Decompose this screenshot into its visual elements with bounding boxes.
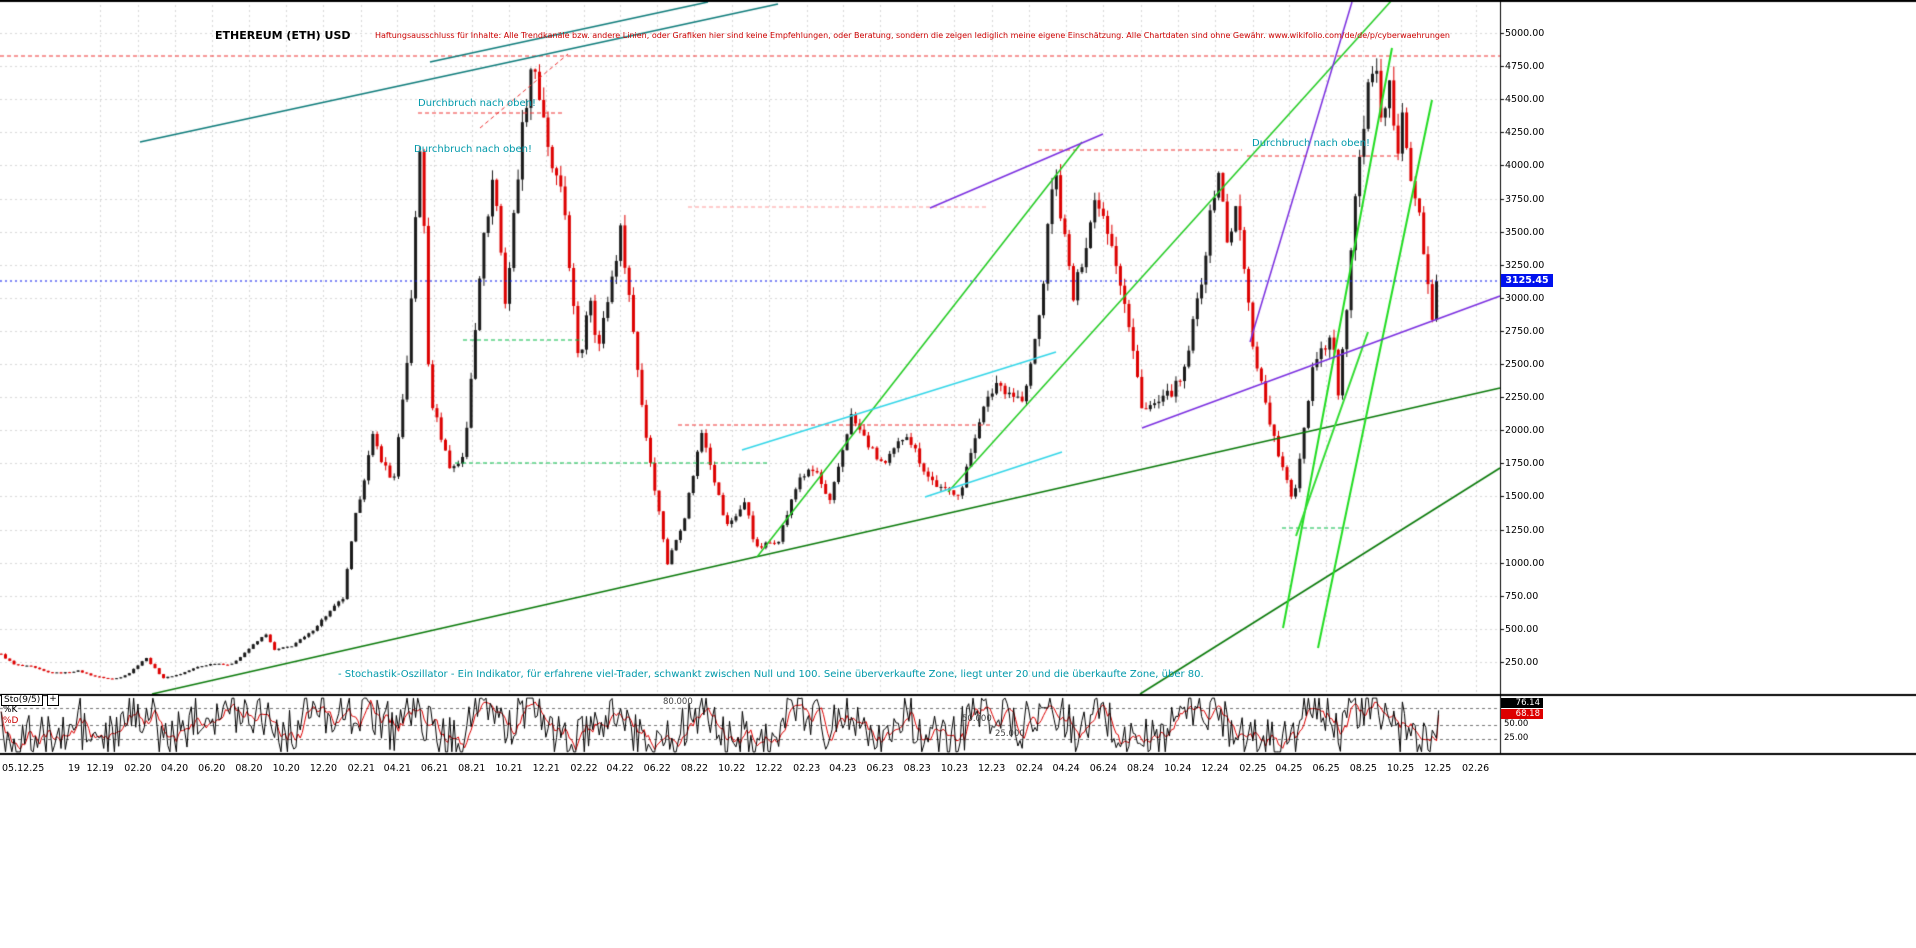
price-axis-label: 3500.00 <box>1505 226 1545 238</box>
date-axis-label: 02.23 <box>793 763 821 774</box>
date-axis-label: 12.19 <box>86 763 114 774</box>
date-axis-label: 06.22 <box>643 763 671 774</box>
date-axis-label: 06.20 <box>198 763 226 774</box>
date-axis-label: 04.24 <box>1052 763 1080 774</box>
stochastic-d-value-badge: 68.18 <box>1501 709 1543 719</box>
price-axis-label: 3000.00 <box>1505 292 1545 304</box>
price-axis-label: 1000.00 <box>1505 557 1545 569</box>
price-axis-label: 2250.00 <box>1505 392 1545 404</box>
date-axis-label: 04.21 <box>383 763 411 774</box>
date-axis-label: 10.23 <box>940 763 969 774</box>
date-axis-label: 04.22 <box>606 763 634 774</box>
indicator-add-button[interactable]: + <box>47 694 59 706</box>
date-axis-label: 12.23 <box>978 763 1006 774</box>
current-price-badge: 3125.45 <box>1501 274 1553 287</box>
price-axis-label: 2750.00 <box>1505 325 1545 337</box>
price-axis-label: 500.00 <box>1505 623 1539 635</box>
date-axis-label: 06.23 <box>866 763 894 774</box>
stochastic-k-label: %K <box>3 705 18 715</box>
date-axis-label: 02.22 <box>570 763 598 774</box>
date-axis-label: 02.25 <box>1239 763 1267 774</box>
date-axis-label: 08.23 <box>903 763 931 774</box>
date-axis-label: 06.21 <box>420 763 449 774</box>
price-axis-label: 4000.00 <box>1505 160 1545 172</box>
date-axis-label: 08.21 <box>458 763 486 774</box>
date-axis-label: 10.21 <box>495 763 523 774</box>
date-axis-label: 10.24 <box>1164 763 1192 774</box>
stochastic-d-label: %D <box>3 716 19 726</box>
price-axis-label: 2500.00 <box>1505 359 1545 371</box>
price-axis-label: 1250.00 <box>1505 524 1545 536</box>
oscillator-zone-25-label: 25.000 <box>995 729 1025 739</box>
date-axis-label: 02.21 <box>347 763 375 774</box>
oscillator-zone-80-label: 80.000 <box>663 697 693 707</box>
price-axis-label: 3250.00 <box>1505 259 1545 271</box>
date-axis-label: 04.20 <box>160 763 189 774</box>
oscillator-zone-50-label: 50.000 <box>962 714 992 724</box>
price-axis-label: 3750.00 <box>1505 193 1545 205</box>
date-axis-label: 05.12.25 <box>2 763 45 774</box>
date-axis-label: 08.25 <box>1349 763 1377 774</box>
date-axis-label: 08.24 <box>1126 763 1155 774</box>
date-axis-label: 06.24 <box>1089 763 1117 774</box>
oscillator-scale-25: 25.00 <box>1504 733 1529 743</box>
date-axis-label: 10.22 <box>718 763 746 774</box>
date-axis-label: 12.24 <box>1201 763 1229 774</box>
date-axis-label: 08.22 <box>680 763 709 774</box>
date-axis-label: 12.21 <box>532 763 560 774</box>
price-axis-label: 4500.00 <box>1505 94 1545 106</box>
price-axis-label: 1500.00 <box>1505 491 1545 503</box>
date-axis-label: 08.20 <box>235 763 263 774</box>
chart-title: ETHEREUM (ETH) USD <box>215 29 351 42</box>
date-axis-label: 02.24 <box>1015 763 1044 774</box>
date-axis-label: 04.23 <box>829 763 857 774</box>
breakout-annotation-2: Durchbruch nach oben! <box>414 144 533 155</box>
date-axis-label: 10.25 <box>1386 763 1415 774</box>
price-axis-label: 1750.00 <box>1505 458 1545 470</box>
date-axis-label: 02.20 <box>124 763 152 774</box>
price-axis-label: 250.00 <box>1505 657 1539 668</box>
date-axis-label: 19 <box>67 763 81 774</box>
disclaimer-text: Haftungsausschluss für Inhalte: Alle Tre… <box>375 31 1451 40</box>
date-axis-label: 12.20 <box>309 763 338 774</box>
date-axis-label: 12.22 <box>755 763 783 774</box>
breakout-annotation-3: Durchbruch nach oben! <box>1252 138 1371 149</box>
date-axis-label: 02.26 <box>1461 763 1490 774</box>
date-axis-label: 06.25 <box>1312 763 1340 774</box>
date-axis-label: 12.25 <box>1424 763 1452 774</box>
price-axis-label: 2000.00 <box>1505 425 1545 437</box>
stochastic-k-value-badge: 76.14 <box>1501 698 1543 708</box>
price-axis-label: 5000.00 <box>1505 28 1545 39</box>
date-axis-label: 04.25 <box>1275 763 1303 774</box>
indicator-label[interactable]: Sto(9/5) <box>1 694 44 706</box>
price-axis-label: 750.00 <box>1505 590 1539 602</box>
price-axis-label: 4750.00 <box>1505 61 1545 73</box>
price-axis-label: 4250.00 <box>1505 127 1545 139</box>
oscillator-scale-50: 50.00 <box>1504 719 1529 729</box>
stochastic-description: - Stochastik-Oszillator - Ein Indikator,… <box>338 669 1204 680</box>
date-axis-label: 10.20 <box>272 763 300 774</box>
breakout-annotation-1: Durchbruch nach oben! <box>418 98 537 109</box>
